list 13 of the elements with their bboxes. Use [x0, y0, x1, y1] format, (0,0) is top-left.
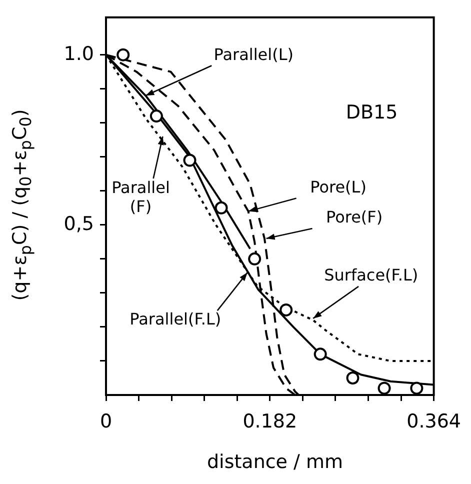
annotation: Pore(L): [310, 177, 366, 196]
x-axis-title: distance / mm: [206, 451, 344, 473]
annotation: Parallel(F.L): [130, 310, 222, 329]
annotation: Pore(F): [326, 208, 383, 227]
x-tick-label: 0.364: [406, 410, 462, 432]
annotation: Parallel (F): [112, 178, 170, 216]
y-tick-label: 1.0: [64, 42, 94, 65]
y-tick-label: 0,5: [64, 212, 94, 235]
x-tick-label: 0: [100, 410, 112, 432]
annotation: Parallel(L): [214, 44, 294, 64]
annotation: DB15: [346, 101, 398, 124]
x-tick-label: 0.182: [242, 410, 298, 432]
annotation: Surface(F.L): [324, 266, 418, 285]
